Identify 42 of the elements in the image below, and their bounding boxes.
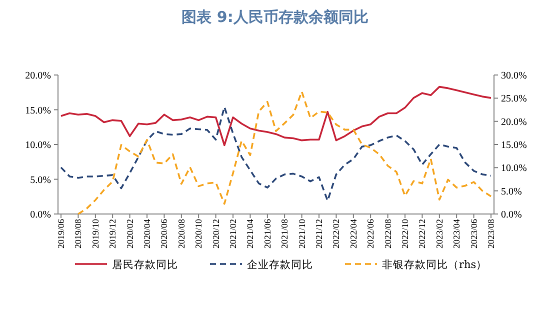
x-tick-label: 2021/06 <box>262 218 272 249</box>
y2-tick-label: 20.0% <box>501 116 527 128</box>
x-tick-label: 2021/12 <box>314 219 324 249</box>
x-tick-label: 2022/06 <box>366 218 376 249</box>
y2-tick-label: 25.0% <box>501 94 527 105</box>
y2-tick-label: 5.0% <box>501 186 522 198</box>
x-tick-label: 2019/12 <box>108 219 118 249</box>
x-tick-label: 2019/10 <box>90 218 100 249</box>
x-tick-label: 2022/12 <box>417 219 428 249</box>
x-tick-label: 2020/10 <box>194 218 204 249</box>
x-tick-label: 2021/08 <box>280 218 290 249</box>
x-tick-label: 2020/04 <box>142 218 152 249</box>
x-tick-label: 2023/02 <box>434 219 444 249</box>
y2-tick-label: 10.0% <box>501 163 527 174</box>
x-tick-label: 2023/06 <box>468 218 479 249</box>
legend-label: 居民存款同比 <box>112 258 178 271</box>
y2-tick-label: 15.0% <box>501 140 527 151</box>
x-tick-label: 2022/02 <box>331 219 342 249</box>
y2-tick-label: 30.0% <box>501 70 527 82</box>
x-tick-label: 2021/02 <box>228 219 238 249</box>
x-tick-label: 2021/10 <box>296 218 307 249</box>
y-tick-label: 20.0% <box>25 70 51 82</box>
y-tick-label: 15.0% <box>25 105 51 116</box>
x-tick-label: 2020/06 <box>159 218 170 249</box>
x-tick-label: 2022/08 <box>382 218 393 249</box>
legend-label: 非银存款同比（rhs） <box>382 258 488 271</box>
y-tick-label: 0.0% <box>30 210 51 220</box>
x-tick-label: 2022/10 <box>400 218 410 249</box>
x-tick-label: 2019/06 <box>56 218 66 249</box>
x-tick-label: 2022/04 <box>348 218 358 249</box>
x-tick-label: 2020/08 <box>176 218 186 249</box>
x-tick-label: 2023/04 <box>452 218 462 249</box>
x-tick-label: 2021/04 <box>245 218 256 249</box>
y-tick-label: 5.0% <box>30 174 51 186</box>
x-tick-label: 2020/12 <box>210 219 221 249</box>
y2-tick-label: 0.0% <box>501 210 522 220</box>
x-tick-label: 2019/08 <box>73 218 84 249</box>
y-tick-label: 10.0% <box>25 140 51 151</box>
x-tick-label: 2020/02 <box>124 219 135 249</box>
x-tick-label: 2023/08 <box>486 218 496 249</box>
legend-label: 企业存款同比 <box>247 258 313 271</box>
chart-title: 图表 9:人民币存款余额同比 <box>182 8 368 26</box>
